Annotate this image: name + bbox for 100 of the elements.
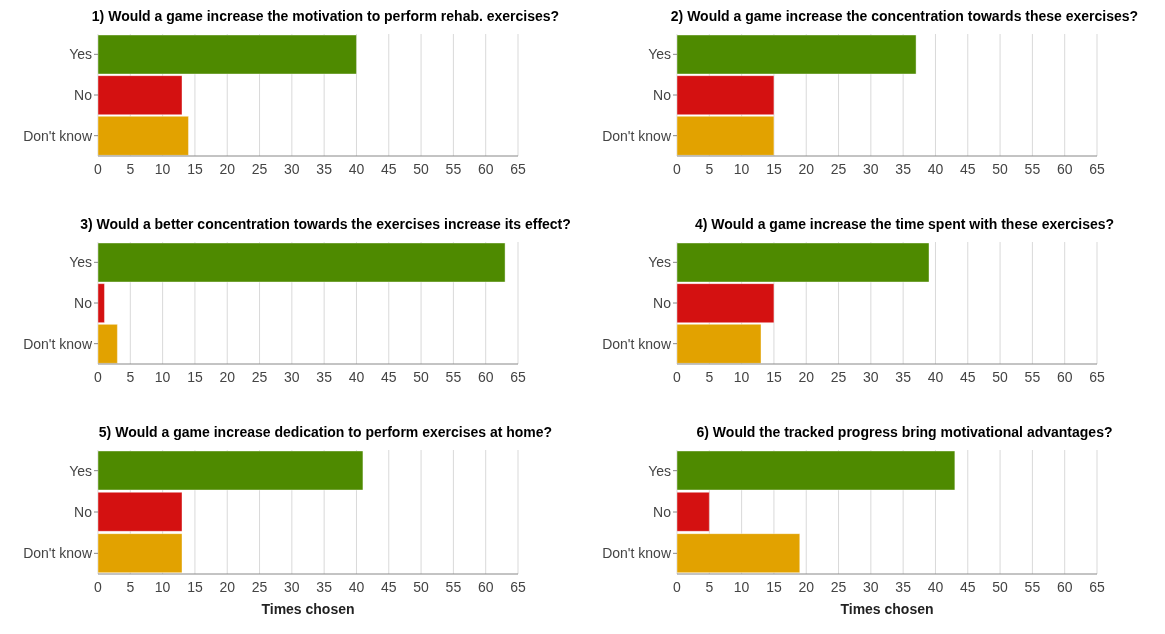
x-tick-label: 35 xyxy=(316,368,333,385)
chart-title: 2) Would a game increase the concentration towards these exercises? xyxy=(669,8,1140,26)
x-tick-label: 20 xyxy=(798,368,815,385)
x-tick-label: 30 xyxy=(863,578,879,595)
x-tick-label: 5 xyxy=(126,578,135,595)
y-tick-label: Yes xyxy=(69,46,92,63)
y-tick-label: Yes xyxy=(648,254,671,271)
x-tick-label: 35 xyxy=(316,578,333,595)
x-tick-label: 40 xyxy=(348,160,365,177)
x-tick-label: 15 xyxy=(766,578,782,595)
x-tick-label: 50 xyxy=(413,578,430,595)
x-tick-label: 35 xyxy=(895,160,912,177)
x-tick-label: 10 xyxy=(154,160,171,177)
x-tick-label: 40 xyxy=(927,160,944,177)
x-tick-label: 45 xyxy=(380,578,397,595)
chart-title: 4) Would a game increase the time spent with these exercises? xyxy=(693,216,1116,234)
y-tick-label: No xyxy=(74,503,93,520)
x-tick-label: 55 xyxy=(1024,368,1041,385)
x-tick-label: 0 xyxy=(94,368,103,385)
y-tick-label: Yes xyxy=(648,462,671,479)
x-tick-label: 20 xyxy=(798,578,815,595)
x-tick-label: 50 xyxy=(992,160,1009,177)
x-tick-label: 45 xyxy=(380,368,397,385)
x-tick-label: 20 xyxy=(219,368,236,385)
x-tick-label: 30 xyxy=(284,368,300,385)
x-tick-label: 55 xyxy=(445,160,462,177)
x-tick-label: 35 xyxy=(895,578,912,595)
x-tick-label: 45 xyxy=(959,578,976,595)
x-tick-label: 45 xyxy=(959,160,976,177)
x-tick-label: 5 xyxy=(126,368,135,385)
x-tick-label: 20 xyxy=(798,160,815,177)
x-tick-label: 30 xyxy=(284,160,300,177)
chart-title: 5) Would a game increase dedication to perform exercises at home? xyxy=(97,424,554,442)
x-tick-label: 35 xyxy=(316,160,333,177)
x-tick-label: 30 xyxy=(863,160,879,177)
x-tick-label: 20 xyxy=(219,578,236,595)
x-tick-label: 0 xyxy=(94,578,103,595)
y-tick-label: Yes xyxy=(69,254,92,271)
x-tick-label: 10 xyxy=(733,368,750,385)
y-tick-label: No xyxy=(653,503,672,520)
x-tick-label: 15 xyxy=(187,578,203,595)
x-tick-label: 0 xyxy=(94,160,103,177)
x-tick-label: 5 xyxy=(705,368,714,385)
x-tick-label: 0 xyxy=(673,578,682,595)
y-tick-label: No xyxy=(74,86,93,103)
x-tick-label: 40 xyxy=(927,578,944,595)
x-tick-label: 50 xyxy=(992,368,1009,385)
x-tick-label: 65 xyxy=(510,160,526,177)
x-tick-label: 0 xyxy=(673,368,682,385)
x-tick-label: 60 xyxy=(1056,578,1073,595)
x-tick-label: 40 xyxy=(348,368,365,385)
y-tick-label: Don't know xyxy=(23,127,93,144)
x-axis-title: Times chosen xyxy=(840,601,934,617)
x-tick-label: 55 xyxy=(445,368,462,385)
x-tick-label: 25 xyxy=(830,160,847,177)
x-tick-label: 5 xyxy=(126,160,135,177)
x-tick-label: 25 xyxy=(830,368,847,385)
x-tick-label: 10 xyxy=(154,368,171,385)
y-tick-label: Don't know xyxy=(23,335,93,352)
x-tick-label: 25 xyxy=(251,160,268,177)
x-tick-label: 65 xyxy=(1089,368,1105,385)
y-tick-label: Don't know xyxy=(602,545,672,562)
x-tick-label: 55 xyxy=(1024,578,1041,595)
x-tick-label: 45 xyxy=(380,160,397,177)
x-tick-label: 10 xyxy=(154,578,171,595)
x-tick-label: 0 xyxy=(673,160,682,177)
y-tick-label: Don't know xyxy=(602,127,672,144)
x-tick-label: 50 xyxy=(992,578,1009,595)
x-tick-label: 55 xyxy=(1024,160,1041,177)
y-tick-label: Don't know xyxy=(23,545,93,562)
chart-title: 6) Would the tracked progress bring motivational advantages? xyxy=(695,424,1114,442)
x-tick-label: 35 xyxy=(895,368,912,385)
x-tick-label: 5 xyxy=(705,160,714,177)
x-tick-label: 40 xyxy=(927,368,944,385)
x-tick-label: 30 xyxy=(863,368,879,385)
x-tick-label: 20 xyxy=(219,160,236,177)
x-tick-label: 60 xyxy=(477,578,494,595)
y-tick-label: Don't know xyxy=(602,335,672,352)
x-tick-label: 15 xyxy=(187,160,203,177)
x-tick-label: 40 xyxy=(348,578,365,595)
x-tick-label: 65 xyxy=(510,578,526,595)
chart-title: 3) Would a better concentration towards the exercises increase its effect? xyxy=(79,216,572,234)
x-tick-label: 50 xyxy=(413,368,430,385)
x-tick-label: 65 xyxy=(510,368,526,385)
x-tick-label: 60 xyxy=(477,160,494,177)
x-tick-label: 60 xyxy=(1056,368,1073,385)
x-tick-label: 25 xyxy=(251,368,268,385)
x-tick-label: 65 xyxy=(1089,160,1105,177)
chart-title: 1) Would a game increase the motivation to perform rehab. exercises? xyxy=(90,8,561,26)
y-tick-label: Yes xyxy=(648,46,671,63)
x-tick-label: 25 xyxy=(251,578,268,595)
x-tick-label: 60 xyxy=(1056,160,1073,177)
y-tick-label: Yes xyxy=(69,462,92,479)
x-tick-label: 60 xyxy=(477,368,494,385)
y-tick-label: No xyxy=(653,86,672,103)
x-tick-label: 50 xyxy=(413,160,430,177)
x-tick-label: 5 xyxy=(705,578,714,595)
x-tick-label: 15 xyxy=(187,368,203,385)
x-tick-label: 15 xyxy=(766,160,782,177)
y-tick-label: No xyxy=(74,294,93,311)
